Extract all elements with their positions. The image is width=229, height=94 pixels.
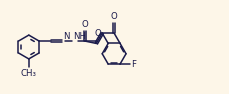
Text: O: O: [110, 12, 117, 21]
Text: O: O: [94, 29, 100, 38]
Text: O: O: [81, 20, 88, 29]
Text: N: N: [63, 32, 69, 41]
Text: NH: NH: [72, 32, 85, 41]
Text: CH₃: CH₃: [21, 69, 37, 78]
Text: F: F: [130, 60, 135, 69]
